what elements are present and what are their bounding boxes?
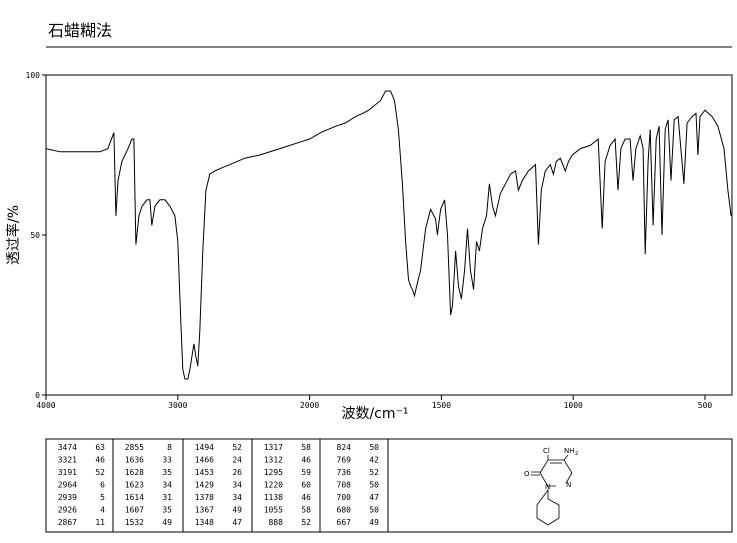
table-dividers: [112, 439, 389, 532]
x-tick-label: 1500: [432, 401, 451, 410]
y-axis-label: 透过率/%: [5, 205, 22, 265]
peak-transmittance: 49: [369, 518, 379, 527]
peak-wavenumber: 2939: [58, 493, 77, 502]
peak-transmittance: 46: [95, 456, 105, 465]
x-tick-label: 3000: [168, 401, 187, 410]
peak-wavenumber: 1466: [195, 456, 214, 465]
peak-wavenumber: 736: [337, 468, 352, 477]
peak-transmittance: 4: [100, 506, 105, 515]
peak-wavenumber: 1453: [195, 468, 214, 477]
peak-wavenumber: 2926: [58, 506, 77, 515]
peak-transmittance: 6: [100, 481, 105, 490]
peak-wavenumber: 1295: [264, 468, 283, 477]
peak-transmittance: 35: [162, 468, 172, 477]
peak-transmittance: 34: [162, 481, 172, 490]
peak-wavenumber: 1623: [125, 481, 144, 490]
atom-label: Cl: [543, 447, 550, 455]
peak-wavenumber: 1636: [125, 456, 144, 465]
title: 石蜡糊法: [48, 21, 112, 40]
peak-wavenumber: 824: [337, 443, 352, 452]
peak-wavenumber: 1532: [125, 518, 144, 527]
peak-wavenumber: 1628: [125, 468, 144, 477]
x-tick-label: 2000: [300, 401, 319, 410]
peak-wavenumber: 3321: [58, 456, 77, 465]
structure-bonds: [531, 454, 573, 526]
peak-wavenumber: 2855: [125, 443, 144, 452]
peak-wavenumber: 708: [337, 481, 352, 490]
peak-transmittance: 34: [232, 493, 242, 502]
table-frame: [45, 438, 733, 533]
peak-transmittance: 11: [95, 518, 105, 527]
peak-wavenumber: 1614: [125, 493, 144, 502]
peak-transmittance: 5: [100, 493, 105, 502]
peak-transmittance: 33: [162, 456, 172, 465]
peak-transmittance: 50: [369, 481, 379, 490]
peak-transmittance: 50: [369, 443, 379, 452]
peak-transmittance: 47: [369, 493, 379, 502]
y-tick-label: 100: [26, 71, 41, 80]
peak-transmittance: 58: [301, 443, 311, 452]
peak-transmittance: 47: [232, 518, 242, 527]
y-tick-label: 50: [30, 231, 40, 240]
peak-wavenumber: 2964: [58, 481, 77, 490]
peak-transmittance: 50: [369, 506, 379, 515]
peak-wavenumber: 1494: [195, 443, 214, 452]
peak-transmittance: 31: [162, 493, 172, 502]
peak-transmittance: 26: [232, 468, 242, 477]
peak-transmittance: 52: [232, 443, 242, 452]
peak-transmittance: 60: [301, 481, 311, 490]
atom-label: N: [566, 481, 571, 489]
peak-transmittance: 24: [232, 456, 242, 465]
y-tick-label: 0: [35, 391, 40, 400]
peak-transmittance: 49: [162, 518, 172, 527]
peak-transmittance: 49: [232, 506, 242, 515]
peak-wavenumber: 680: [337, 506, 352, 515]
peak-transmittance: 34: [232, 481, 242, 490]
peak-wavenumber: 1055: [264, 506, 283, 515]
x-tick-label: 1000: [564, 401, 583, 410]
peak-wavenumber: 700: [337, 493, 352, 502]
peak-wavenumber: 1138: [264, 493, 283, 502]
peak-transmittance: 52: [95, 468, 105, 477]
peak-transmittance: 46: [301, 493, 311, 502]
peak-wavenumber: 1607: [125, 506, 144, 515]
atom-label: O: [524, 470, 530, 478]
peak-wavenumber: 1378: [195, 493, 214, 502]
peak-transmittance: 63: [95, 443, 105, 452]
spectrum: [45, 90, 732, 380]
peak-wavenumber: 3474: [58, 443, 77, 452]
peak-wavenumber: 1429: [195, 481, 214, 490]
peak-wavenumber: 769: [337, 456, 352, 465]
peak-transmittance: 35: [162, 506, 172, 515]
peak-transmittance: 52: [369, 468, 379, 477]
peak-transmittance: 59: [301, 468, 311, 477]
peak-wavenumber: 1220: [264, 481, 283, 490]
peak-wavenumber: 667: [337, 518, 352, 527]
peak-wavenumber: 1367: [195, 506, 214, 515]
peak-wavenumber: 1312: [264, 456, 283, 465]
peak-transmittance: 42: [369, 456, 379, 465]
atom-label: 2: [575, 451, 578, 457]
atom-label: N: [545, 483, 550, 491]
peak-wavenumber: 2867: [58, 518, 77, 527]
x-axis-label: 波数/cm⁻¹: [341, 406, 408, 422]
structure-labels: Cl NH 2 O N N: [524, 447, 578, 491]
peak-transmittance: 52: [301, 518, 311, 527]
x-tick-label: 4000: [36, 401, 55, 410]
x-tick-label: 500: [698, 401, 713, 410]
peak-wavenumber: 1348: [195, 518, 214, 527]
peak-wavenumber: 888: [269, 518, 284, 527]
peak-wavenumber: 1317: [264, 443, 283, 452]
atom-label: NH: [564, 447, 575, 455]
peak-wavenumber: 3191: [58, 468, 77, 477]
plot-frame: [45, 74, 733, 396]
peak-transmittance: 58: [301, 506, 311, 515]
peak-transmittance: 8: [167, 443, 172, 452]
peak-transmittance: 46: [301, 456, 311, 465]
